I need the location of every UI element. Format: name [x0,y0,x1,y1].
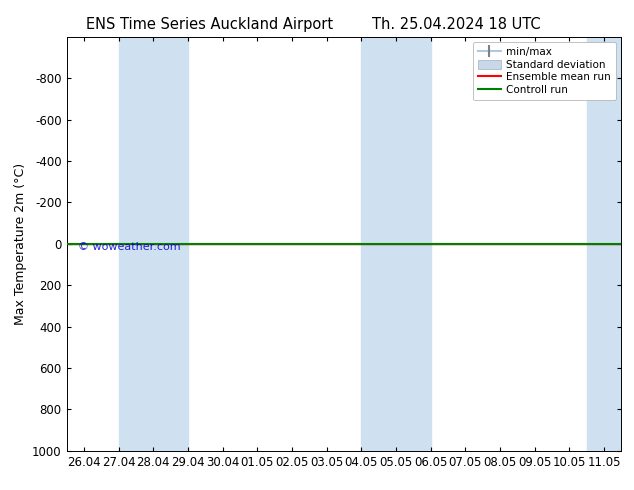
Y-axis label: Max Temperature 2m (°C): Max Temperature 2m (°C) [13,163,27,325]
Text: Th. 25.04.2024 18 UTC: Th. 25.04.2024 18 UTC [372,17,541,32]
Bar [586,37,621,451]
Text: ENS Time Series Auckland Airport: ENS Time Series Auckland Airport [86,17,333,32]
Bar [361,37,430,451]
Legend: min/max, Standard deviation, Ensemble mean run, Controll run: min/max, Standard deviation, Ensemble me… [473,42,616,100]
Bar [119,37,188,451]
Text: © woweather.com: © woweather.com [77,242,180,252]
